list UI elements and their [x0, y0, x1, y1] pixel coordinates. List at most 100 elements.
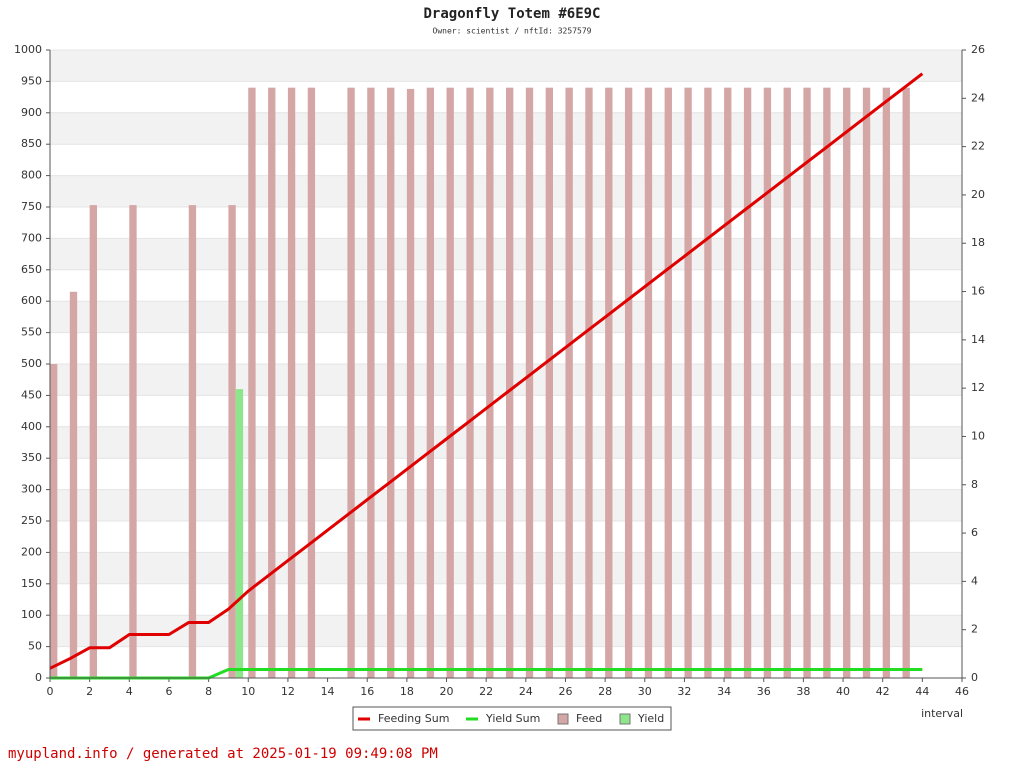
y2-tick-label: 18 [971, 236, 985, 249]
y-tick-label: 1000 [14, 43, 42, 56]
x-tick-label: 2 [86, 685, 93, 698]
bar [50, 364, 58, 678]
y2-tick-label: 20 [971, 188, 985, 201]
y-tick-label: 750 [21, 200, 42, 213]
y2-tick-label: 24 [971, 91, 985, 104]
y2-tick-label: 4 [971, 574, 978, 587]
y-tick-label: 200 [21, 545, 42, 558]
bar [763, 87, 772, 679]
bar [525, 87, 534, 679]
y-tick-label: 400 [21, 420, 42, 433]
bar [664, 87, 672, 679]
y-tick-label: 650 [21, 263, 42, 276]
x-tick-label: 28 [598, 685, 612, 698]
y2-tick-label: 2 [971, 623, 978, 636]
footer: myupland.info / generated at 2025-01-19 … [8, 746, 438, 762]
bar [426, 87, 435, 679]
legend-label: Feeding Sum [378, 712, 449, 725]
x-tick-label: 12 [281, 685, 295, 698]
y2-tick-label: 16 [971, 285, 985, 298]
chart-subtitle: Owner: scientist / nftId: 3257579 [433, 27, 592, 36]
bar [684, 87, 692, 679]
y-tick-label: 100 [21, 608, 42, 621]
y-tick-label: 150 [21, 577, 42, 590]
y-tick-label: 600 [21, 294, 42, 307]
bar [89, 205, 97, 678]
legend-label: Yield [637, 712, 664, 725]
x-tick-label: 38 [796, 685, 810, 698]
y-tick-label: 850 [21, 137, 42, 150]
x-tick-label: 18 [400, 685, 414, 698]
bar [843, 87, 851, 679]
bar [235, 389, 244, 678]
legend-swatch [557, 713, 569, 725]
bar [446, 87, 454, 679]
legend-box [352, 706, 672, 731]
bar [228, 205, 236, 678]
x-tick-label: 46 [955, 685, 969, 698]
bar [307, 87, 316, 679]
x-tick-label: 4 [126, 685, 133, 698]
x-tick-label: 44 [915, 685, 929, 698]
bar [803, 87, 811, 679]
y-tick-label: 800 [21, 169, 42, 182]
y2-tick-label: 26 [971, 43, 985, 56]
x-tick-label: 0 [47, 685, 54, 698]
x-tick-label: 30 [638, 685, 652, 698]
y-tick-label: 0 [35, 671, 42, 684]
y2-tick-label: 22 [971, 140, 985, 153]
bar [902, 87, 910, 679]
bar [565, 87, 573, 679]
x-tick-label: 32 [677, 685, 691, 698]
bar [466, 87, 474, 679]
bar [387, 87, 395, 679]
y-tick-label: 350 [21, 451, 42, 464]
legend-label: Feed [576, 712, 602, 725]
x-axis-label: interval [921, 707, 963, 720]
y-tick-label: 950 [21, 74, 42, 87]
y-tick-label: 50 [28, 640, 42, 653]
bar [823, 87, 831, 679]
bar [347, 87, 355, 679]
bar [882, 87, 891, 679]
bar [69, 291, 78, 678]
y-tick-label: 700 [21, 231, 42, 244]
chart-title: Dragonfly Totem #6E9C [423, 6, 600, 22]
x-tick-label: 26 [558, 685, 572, 698]
y2-tick-label: 8 [971, 478, 978, 491]
y2-tick-label: 14 [971, 333, 985, 346]
legend-label: Yield Sum [485, 712, 540, 725]
bar [644, 87, 653, 679]
x-tick-label: 24 [519, 685, 533, 698]
y2-tick-label: 12 [971, 381, 985, 394]
bar [486, 87, 494, 679]
bar [724, 87, 732, 679]
line [49, 72, 924, 670]
x-tick-label: 16 [360, 685, 374, 698]
bar [129, 205, 137, 678]
bar [367, 87, 375, 679]
x-tick-label: 14 [321, 685, 335, 698]
bar [704, 87, 712, 679]
bar [783, 87, 791, 679]
bar [287, 87, 296, 679]
x-tick-label: 10 [241, 685, 255, 698]
bar [545, 87, 553, 679]
x-tick-label: 22 [479, 685, 493, 698]
y2-tick-label: 10 [971, 429, 985, 442]
y2-tick-label: 0 [971, 671, 978, 684]
bar [624, 87, 633, 679]
x-tick-label: 20 [440, 685, 454, 698]
y2-tick-label: 6 [971, 526, 978, 539]
bar [506, 87, 514, 679]
y-tick-label: 250 [21, 514, 42, 527]
x-tick-label: 6 [165, 685, 172, 698]
bar [862, 87, 871, 679]
bar [743, 87, 752, 679]
x-tick-label: 40 [836, 685, 850, 698]
legend-swatch [619, 713, 631, 725]
y-tick-label: 450 [21, 388, 42, 401]
bar [585, 87, 593, 679]
bar [406, 88, 415, 679]
